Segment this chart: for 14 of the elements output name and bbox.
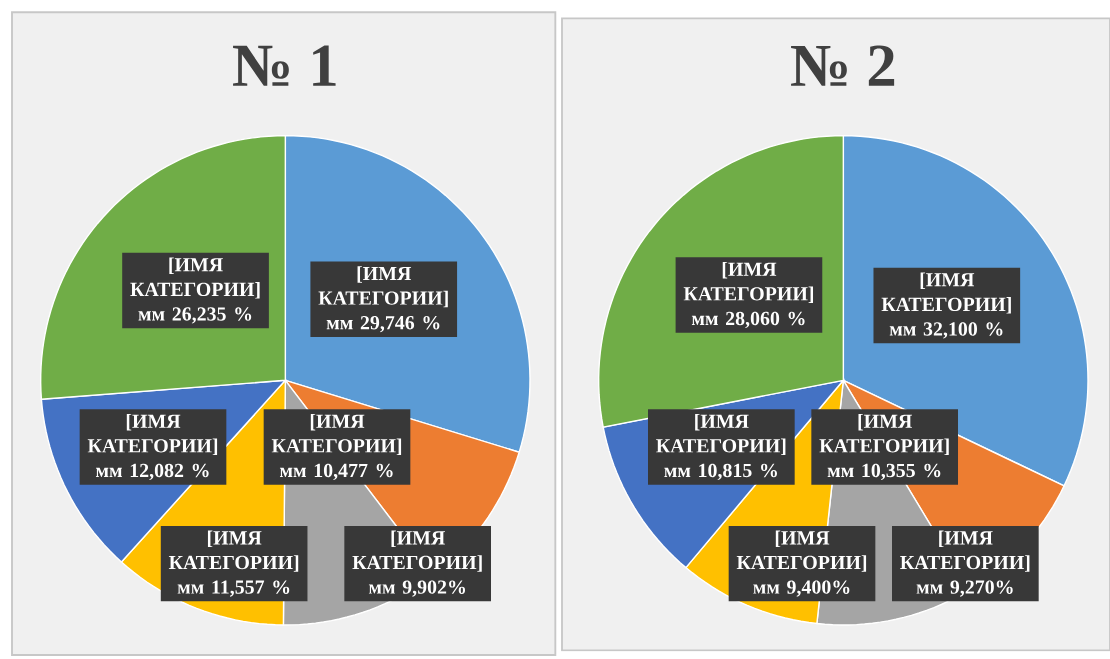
chart-title: № 1	[233, 45, 336, 86]
data-label: мм 10,477 %	[279, 463, 393, 481]
data-label: мм 10,355 %	[827, 463, 941, 481]
data-label: мм 26,235 %	[138, 307, 252, 324]
data-label: мм 11,557 %	[177, 580, 290, 597]
data-label: мм 12,082 %	[95, 463, 209, 481]
data-label: мм 10,815 %	[664, 463, 777, 481]
chart-title: № 2	[791, 45, 895, 86]
data-label: мм 9,270%	[916, 580, 1013, 597]
data-label: мм 28,060 %	[691, 311, 805, 329]
data-label: мм 29,746 %	[326, 315, 440, 333]
data-label: мм 9,400%	[753, 580, 850, 597]
data-label: мм 32,100 %	[889, 322, 1003, 339]
data-label: мм 9,902%	[368, 580, 466, 597]
